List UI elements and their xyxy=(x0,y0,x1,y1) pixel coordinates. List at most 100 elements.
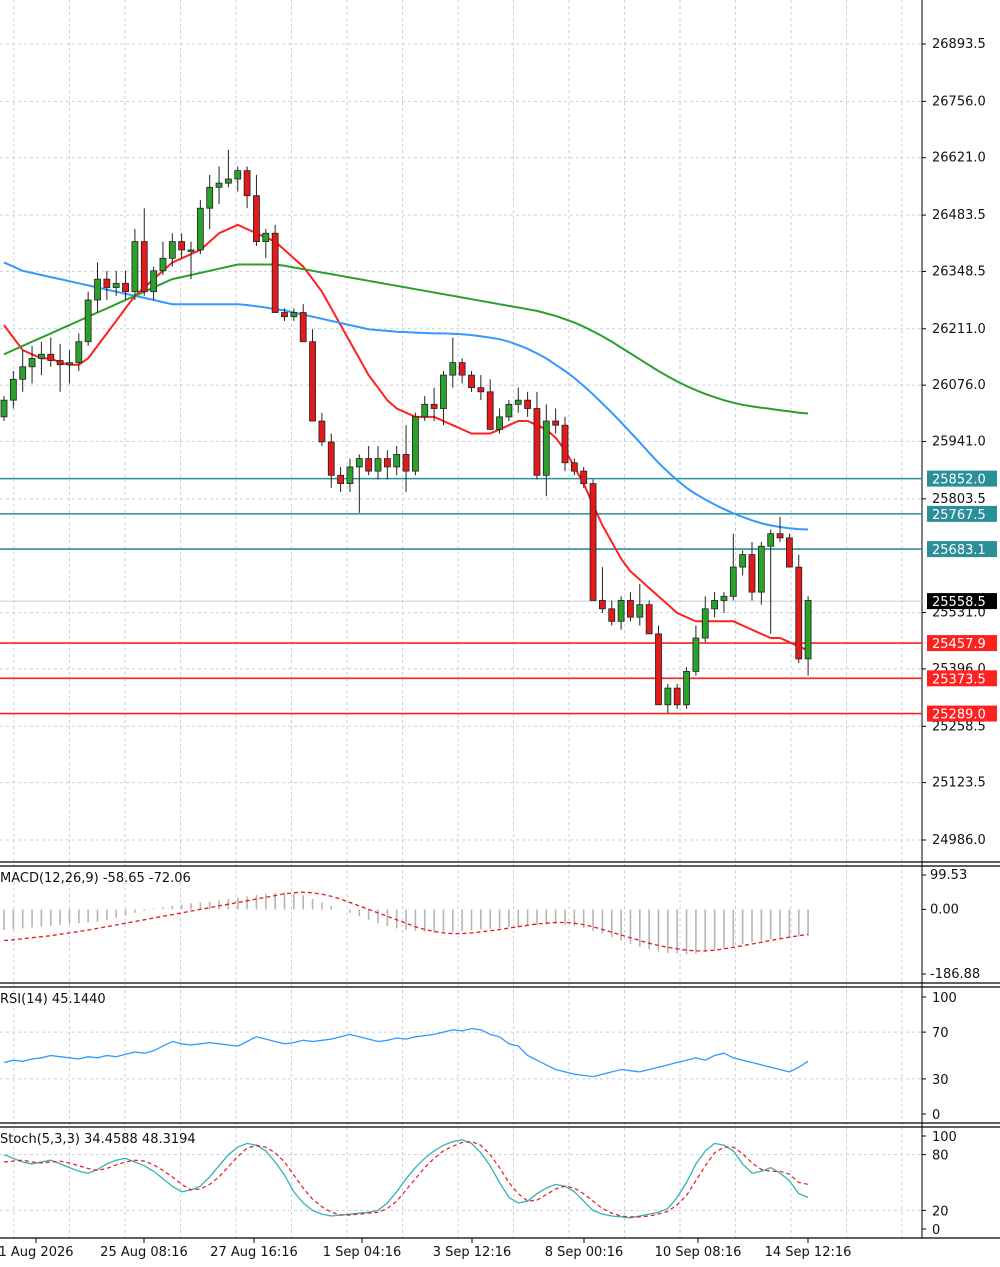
price-level-label: 25373.5 xyxy=(932,672,986,687)
price-level-label: 25683.1 xyxy=(932,543,986,558)
current-price-label: 25558.5 xyxy=(932,595,986,610)
candle-body xyxy=(215,182,223,188)
candle-body xyxy=(748,554,756,593)
candle-body xyxy=(692,637,700,672)
candle-body xyxy=(786,537,793,568)
candle-body xyxy=(402,454,410,472)
candle-body xyxy=(28,358,36,368)
candle-body xyxy=(411,416,419,472)
candle-body xyxy=(103,278,111,288)
candle-body xyxy=(112,282,120,288)
price-level-tag xyxy=(927,635,997,652)
candle-body xyxy=(140,241,148,293)
price-tick-label: 25258.5 xyxy=(932,719,986,734)
moving-average-line xyxy=(3,223,809,652)
macd-signal-line xyxy=(3,891,809,952)
price-level-tag xyxy=(927,670,997,687)
candles xyxy=(0,149,812,714)
candle-body xyxy=(318,420,326,443)
candle-body xyxy=(673,687,681,706)
candle-body xyxy=(168,241,176,259)
candle-body xyxy=(561,424,569,464)
price-level-tag xyxy=(927,705,997,722)
candle-body xyxy=(664,687,672,706)
candle-body xyxy=(290,312,298,318)
candle-body xyxy=(524,399,531,409)
time-tick-label: 1 Aug 2026 xyxy=(0,1245,74,1260)
candle-body xyxy=(795,566,803,660)
stoch-tick-label: 100 xyxy=(932,1130,957,1145)
time-tick-label: 10 Sep 08:16 xyxy=(655,1245,742,1260)
stoch-tick-label: 0 xyxy=(932,1223,940,1238)
macd-panel: 99.53 0.00 -186.88 MACD(12,26,9) -58.65 -72… xyxy=(0,868,980,982)
price-level-label: 25852.0 xyxy=(932,473,986,488)
candle-body xyxy=(430,403,438,409)
candle-body xyxy=(393,454,401,468)
stochastic-panel: 100 80 20 0 Stoch(5,3,3) 34.4588 48.3194 xyxy=(0,1130,957,1238)
candle-body xyxy=(178,241,186,251)
price-tick-label: 25803.5 xyxy=(932,492,986,507)
candle-body xyxy=(66,362,73,366)
candle-body xyxy=(636,604,644,618)
rsi-tick-label: 70 xyxy=(932,1026,949,1041)
stoch-k-line xyxy=(3,1139,809,1219)
rsi-line xyxy=(3,1027,809,1078)
candle-body xyxy=(253,195,260,242)
macd-label: MACD(12,26,9) -58.65 -72.06 xyxy=(0,871,191,886)
price-level-tag xyxy=(927,541,997,558)
stoch-tick-label: 20 xyxy=(932,1204,949,1219)
candle-body xyxy=(281,312,288,318)
candle-body xyxy=(701,608,709,639)
candle-body xyxy=(542,420,550,476)
price-level-label: 25289.0 xyxy=(932,708,986,723)
price-level-tag xyxy=(927,505,997,522)
candle-body xyxy=(47,353,55,361)
candle-body xyxy=(38,353,45,359)
candle-body xyxy=(589,483,597,601)
rsi-panel: 100 70 30 0 RSI(14) 45.1440 xyxy=(0,991,957,1123)
candle-body xyxy=(243,170,251,197)
price-tick-label: 25941.0 xyxy=(932,434,986,449)
candle-body xyxy=(271,232,279,313)
candle-body xyxy=(9,378,17,401)
macd-tick-label: 99.53 xyxy=(930,868,967,883)
candle-body xyxy=(327,441,335,476)
candle-body xyxy=(337,474,345,485)
candle-body xyxy=(496,416,503,430)
candle-body xyxy=(514,399,522,405)
candle-body xyxy=(374,458,382,472)
macd-tick-label: 0.00 xyxy=(930,902,959,917)
candle-body xyxy=(196,207,204,251)
price-panel: 26893.5 26756.0 26621.0 26483.5 26348.5 26211… xyxy=(0,37,997,848)
candle-body xyxy=(187,249,195,252)
candle-body xyxy=(767,533,775,547)
candle-body xyxy=(711,600,718,610)
candle-body xyxy=(355,458,363,468)
candle-body xyxy=(234,170,242,180)
candle-body xyxy=(206,186,214,209)
rsi-tick-label: 0 xyxy=(932,1108,940,1123)
vertical-grid xyxy=(13,0,903,1238)
candle-body xyxy=(655,633,662,706)
price-level-label: 25457.9 xyxy=(932,637,986,652)
candle-body xyxy=(683,671,690,706)
candle-body xyxy=(94,278,101,301)
candle-body xyxy=(0,399,8,418)
candle-body xyxy=(309,341,316,422)
candle-body xyxy=(131,241,139,293)
candle-body xyxy=(84,299,92,343)
price-tick-label: 24986.0 xyxy=(932,833,986,848)
candle-body xyxy=(477,387,485,393)
candle-body xyxy=(458,362,466,376)
price-tick-label: 26893.5 xyxy=(932,37,986,52)
time-tick-label: 25 Aug 08:16 xyxy=(100,1245,188,1260)
candle-body xyxy=(505,403,513,418)
price-level-tag xyxy=(927,470,997,487)
rsi-tick-label: 30 xyxy=(932,1073,949,1088)
price-tick-label: 25123.5 xyxy=(932,776,986,791)
candle-body xyxy=(552,420,560,426)
candle-body xyxy=(468,374,475,389)
time-tick-label: 14 Sep 12:16 xyxy=(765,1245,852,1260)
price-tick-label: 26756.0 xyxy=(932,94,986,109)
candle-body xyxy=(159,257,167,272)
